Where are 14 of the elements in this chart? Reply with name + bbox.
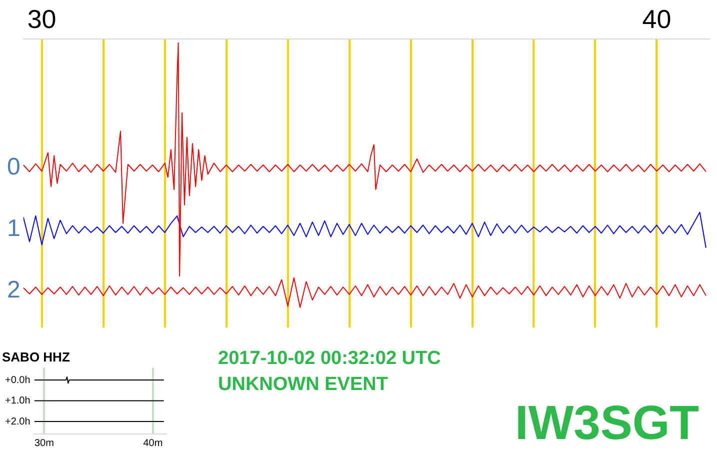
text: UNKNOWN EVENT bbox=[218, 374, 388, 396]
x-tick-label: 30 bbox=[27, 4, 56, 34]
y-tick-label: 1 bbox=[6, 215, 20, 242]
chart-title: SABO HHZ bbox=[2, 349, 70, 364]
text: IW3SGT bbox=[514, 396, 699, 451]
y-tick-label: +0.0h bbox=[4, 374, 30, 386]
y-tick-label: 2 bbox=[6, 276, 20, 304]
y-tick-label: +2.0h bbox=[4, 416, 30, 428]
y-tick-label: +1.0h bbox=[4, 396, 30, 407]
y-tick-label: 0 bbox=[6, 154, 20, 181]
x-tick-label: 30m bbox=[34, 438, 54, 449]
x-tick-label: 40m bbox=[143, 438, 163, 449]
x-tick-label: 40 bbox=[642, 4, 672, 34]
text: 2017-10-02 00:32:02 UTC bbox=[218, 348, 441, 370]
